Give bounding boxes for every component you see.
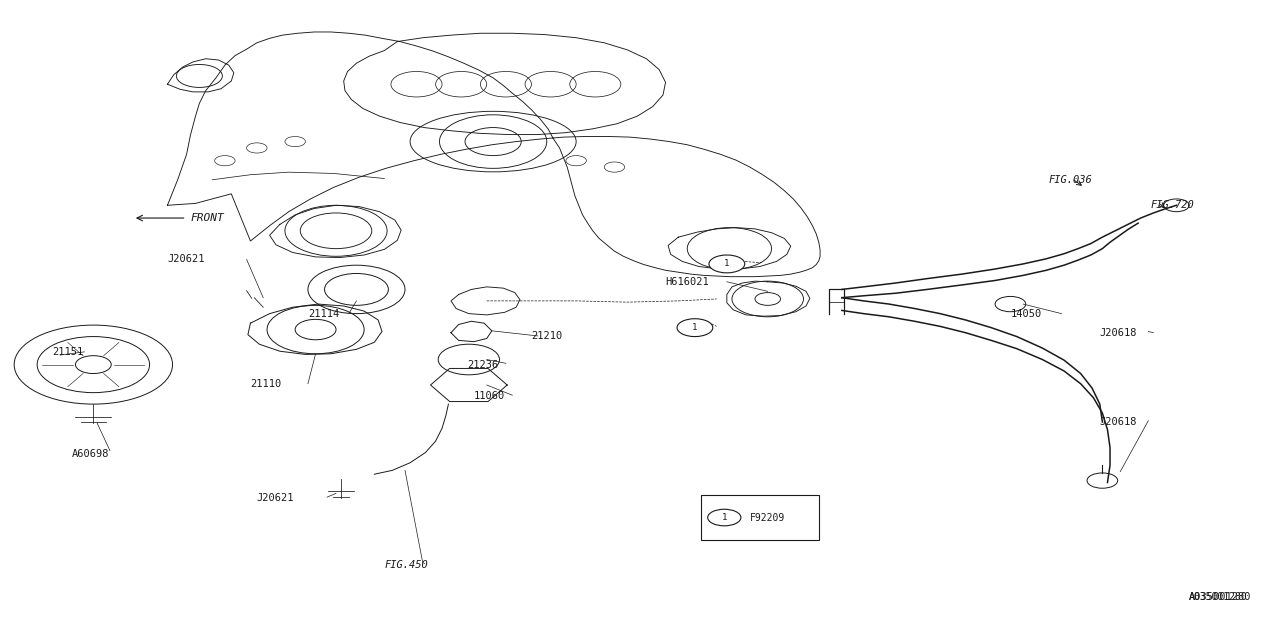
Text: J20621: J20621 xyxy=(257,493,294,504)
Text: A035001280: A035001280 xyxy=(1189,592,1252,602)
Text: J20618: J20618 xyxy=(1100,417,1138,427)
Text: 21110: 21110 xyxy=(251,379,282,388)
Text: FIG.036: FIG.036 xyxy=(1048,175,1092,185)
Text: 21151: 21151 xyxy=(52,347,83,357)
Bar xyxy=(701,495,819,540)
Text: 21114: 21114 xyxy=(308,308,339,319)
Text: 1: 1 xyxy=(722,513,727,522)
Text: 21210: 21210 xyxy=(531,331,563,341)
Text: FRONT: FRONT xyxy=(191,213,224,223)
Circle shape xyxy=(677,319,713,337)
Text: 21236: 21236 xyxy=(467,360,499,370)
Text: 1: 1 xyxy=(724,259,730,268)
Text: J20618: J20618 xyxy=(1100,328,1138,338)
Text: FIG.450: FIG.450 xyxy=(384,561,429,570)
Text: F92209: F92209 xyxy=(750,513,786,522)
Circle shape xyxy=(708,509,741,526)
Text: 1: 1 xyxy=(692,323,698,332)
Text: H616021: H616021 xyxy=(666,276,709,287)
Text: 14050: 14050 xyxy=(1010,308,1042,319)
Text: 11060: 11060 xyxy=(474,392,506,401)
Text: A035001280: A035001280 xyxy=(1189,592,1248,602)
Text: J20621: J20621 xyxy=(168,255,205,264)
Circle shape xyxy=(709,255,745,273)
Text: A60698: A60698 xyxy=(72,449,109,459)
Text: FIG.720: FIG.720 xyxy=(1151,200,1194,211)
